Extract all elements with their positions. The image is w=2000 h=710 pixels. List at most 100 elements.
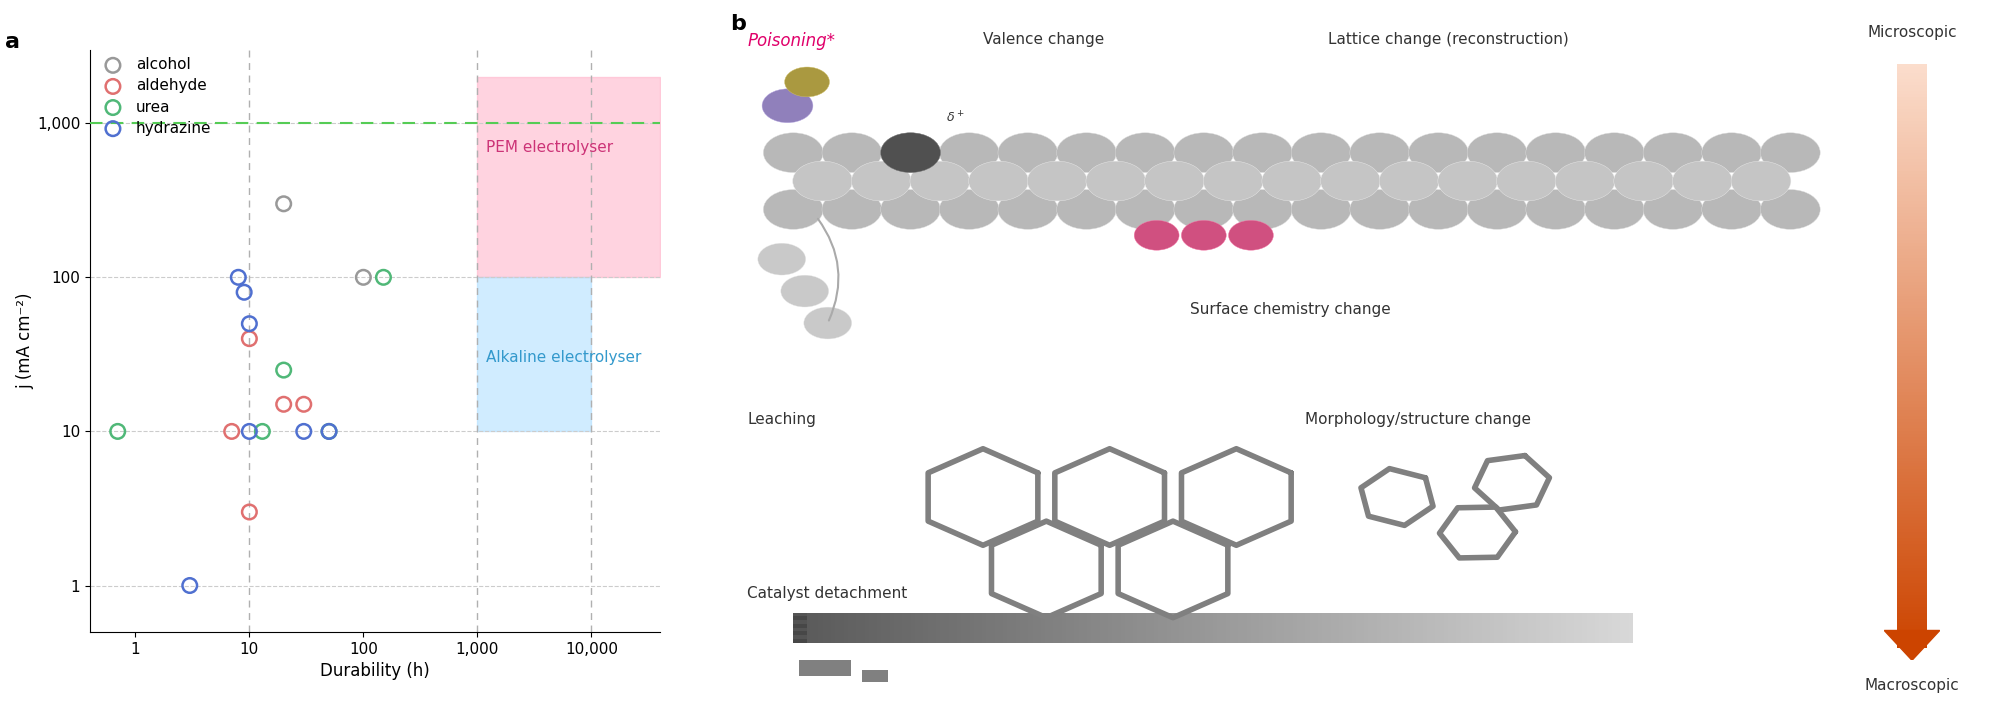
Bar <box>1896 502 1928 506</box>
Bar <box>1314 613 1318 643</box>
Bar <box>1414 613 1418 643</box>
Bar <box>1896 427 1928 431</box>
Bar <box>1608 613 1612 643</box>
Bar <box>1360 613 1364 643</box>
Bar <box>1896 174 1928 178</box>
Bar <box>1896 591 1928 595</box>
Bar <box>1896 323 1928 327</box>
Bar <box>1896 198 1928 201</box>
X-axis label: Durability (h): Durability (h) <box>320 662 430 680</box>
Bar <box>966 613 970 643</box>
Bar <box>1028 613 1032 643</box>
Bar <box>1548 613 1552 643</box>
Bar <box>1288 613 1292 643</box>
Point <box>222 272 254 283</box>
Ellipse shape <box>1672 161 1732 201</box>
Ellipse shape <box>910 161 970 201</box>
Bar <box>1272 613 1276 643</box>
Bar <box>1296 613 1302 643</box>
Text: b: b <box>730 14 746 34</box>
Bar <box>1896 153 1928 156</box>
Point <box>234 506 266 518</box>
Bar <box>1896 231 1928 234</box>
Bar <box>1896 261 1928 263</box>
Bar <box>1896 362 1928 365</box>
Point <box>246 426 278 437</box>
Bar <box>1896 138 1928 141</box>
Bar <box>1896 496 1928 499</box>
Bar <box>1896 472 1928 476</box>
Bar <box>826 613 832 643</box>
Ellipse shape <box>1292 133 1352 173</box>
Bar <box>1896 565 1928 568</box>
Bar <box>1008 613 1012 643</box>
Bar <box>1896 604 1928 606</box>
Point <box>288 398 320 410</box>
Bar <box>1082 613 1088 643</box>
Bar <box>1428 613 1432 643</box>
Bar <box>1896 263 1928 267</box>
Bar <box>1896 506 1928 508</box>
Bar <box>906 613 910 643</box>
Bar <box>1896 219 1928 222</box>
Bar <box>1896 401 1928 404</box>
Bar <box>1896 562 1928 565</box>
Bar <box>1276 613 1280 643</box>
Bar <box>1016 613 1020 643</box>
Ellipse shape <box>1232 190 1292 229</box>
Ellipse shape <box>998 190 1058 229</box>
Bar <box>1896 442 1928 446</box>
Bar <box>794 628 808 631</box>
Bar <box>1896 106 1928 109</box>
Bar <box>1436 613 1440 643</box>
Text: Macroscopic: Macroscopic <box>1864 678 1960 693</box>
Bar <box>798 613 802 643</box>
Bar <box>1066 613 1070 643</box>
Ellipse shape <box>1584 190 1644 229</box>
Bar <box>1594 613 1600 643</box>
Bar <box>1020 613 1024 643</box>
Bar <box>1896 207 1928 210</box>
Bar <box>1896 99 1928 103</box>
Ellipse shape <box>1028 161 1088 201</box>
Y-axis label: j (mA cm⁻²): j (mA cm⁻²) <box>16 293 34 389</box>
Ellipse shape <box>758 244 806 275</box>
Bar <box>1058 613 1062 643</box>
Bar <box>1896 517 1928 520</box>
Bar <box>1506 613 1512 643</box>
Bar <box>1050 613 1054 643</box>
Bar <box>1896 297 1928 300</box>
Bar <box>1896 449 1928 452</box>
Bar <box>1896 189 1928 192</box>
Bar <box>1896 82 1928 84</box>
Bar <box>1896 618 1928 621</box>
Bar <box>794 635 808 639</box>
Bar <box>810 613 814 643</box>
Bar <box>1896 404 1928 407</box>
Bar <box>1372 613 1376 643</box>
Bar <box>1494 613 1498 643</box>
Bar <box>1896 476 1928 479</box>
Bar <box>1012 613 1016 643</box>
Bar <box>1896 559 1928 562</box>
Bar <box>1896 335 1928 338</box>
Bar <box>1250 613 1254 643</box>
Bar <box>1896 52 1928 55</box>
Bar <box>1046 613 1050 643</box>
Bar <box>1318 613 1322 643</box>
Bar <box>1208 613 1212 643</box>
Bar <box>1896 67 1928 70</box>
Bar <box>1502 613 1506 643</box>
Bar <box>836 613 840 643</box>
Bar <box>1896 327 1928 329</box>
Bar <box>1896 643 1928 645</box>
Bar <box>1096 613 1100 643</box>
Bar <box>1620 613 1624 643</box>
Bar <box>1896 380 1928 383</box>
Bar <box>1330 613 1334 643</box>
Bar <box>1896 633 1928 636</box>
Bar <box>1896 282 1928 285</box>
Ellipse shape <box>998 133 1058 173</box>
Bar <box>1452 613 1456 643</box>
Bar <box>1260 613 1264 643</box>
